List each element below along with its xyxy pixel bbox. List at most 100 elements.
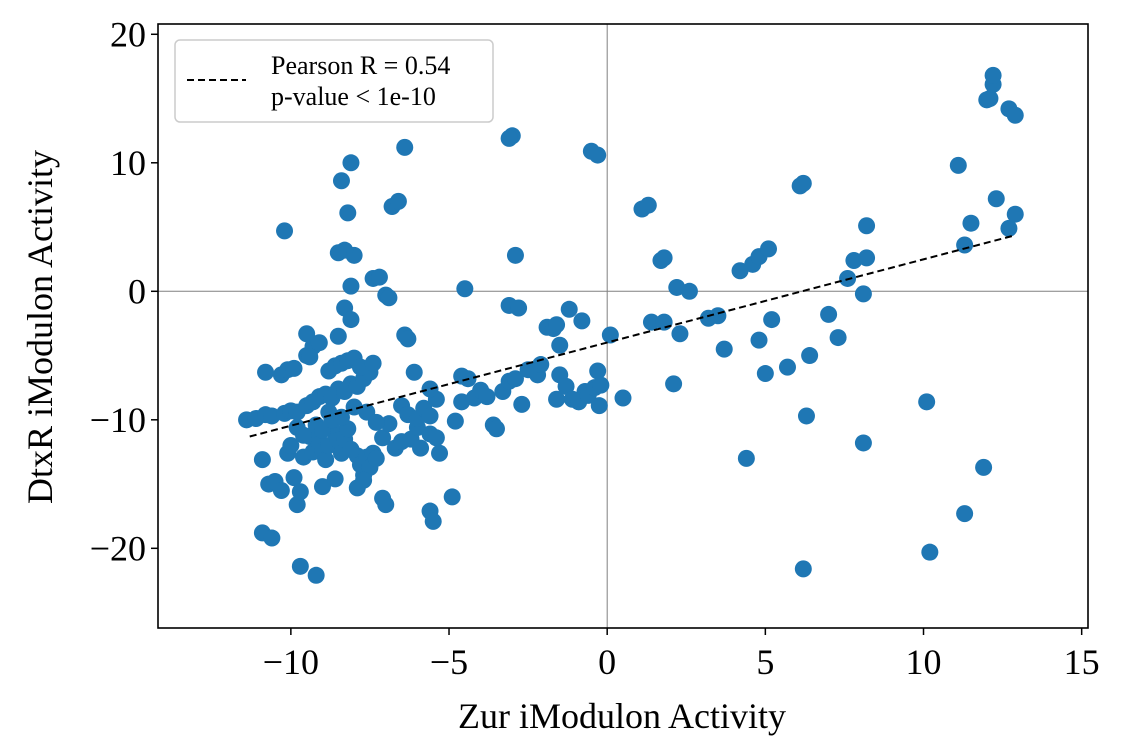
scatter-point xyxy=(731,262,749,280)
scatter-point xyxy=(760,240,778,258)
scatter-point xyxy=(737,449,755,467)
x-tick-label: −5 xyxy=(430,642,468,682)
scatter-point xyxy=(918,393,936,411)
plot-frame xyxy=(157,23,1089,629)
x-tick-label: 0 xyxy=(598,642,616,682)
scatter-point xyxy=(487,420,505,438)
scatter-point xyxy=(282,437,300,455)
scatter-point xyxy=(421,380,439,398)
scatter-point xyxy=(639,196,657,214)
scatter-point xyxy=(975,458,993,476)
scatter-point xyxy=(301,348,319,366)
scatter-point xyxy=(377,496,395,514)
scatter-point xyxy=(797,407,815,425)
scatter-point xyxy=(548,316,566,334)
scatter-point xyxy=(984,66,1002,84)
scatter-point xyxy=(424,512,442,530)
scatter-point xyxy=(858,249,876,267)
scatter-point xyxy=(949,156,967,174)
scatter-point xyxy=(794,174,812,192)
scatter-point xyxy=(412,439,430,457)
scatter-point xyxy=(326,470,344,488)
scatter-point xyxy=(590,397,608,415)
scatter-point xyxy=(858,217,876,235)
scatter-point xyxy=(778,358,796,376)
scatter-point xyxy=(478,388,496,406)
scatter-point xyxy=(298,325,316,343)
scatter-point xyxy=(1006,205,1024,223)
scatter-point xyxy=(655,249,673,267)
scatter-point xyxy=(962,214,980,232)
scatter-point xyxy=(285,469,303,487)
y-tick-label: 20 xyxy=(110,14,146,54)
y-tick-label: 0 xyxy=(128,271,146,311)
scatter-point xyxy=(981,90,999,108)
scatter-point xyxy=(956,236,974,254)
scatter-point xyxy=(329,327,347,345)
scatter-point xyxy=(313,478,331,496)
scatter-point xyxy=(601,326,619,344)
scatter-point xyxy=(551,336,569,354)
scatter-point xyxy=(317,451,335,469)
scatter-point xyxy=(592,376,610,394)
scatter-point xyxy=(680,282,698,300)
scatter-point xyxy=(339,204,357,222)
scatter-point xyxy=(307,566,325,584)
scatter-point xyxy=(801,347,819,365)
x-tick-label: 5 xyxy=(756,642,774,682)
scatter-point xyxy=(642,313,660,331)
scatter-point xyxy=(295,426,313,444)
legend-box xyxy=(174,39,494,123)
scatter-point xyxy=(380,289,398,307)
scatter-point xyxy=(257,363,275,381)
scatter-point xyxy=(750,331,768,349)
legend: Pearson R = 0.54 p-value < 1e-10 xyxy=(174,39,494,123)
scatter-point xyxy=(506,246,524,264)
scatter-point xyxy=(560,300,578,318)
scatter-point xyxy=(367,413,385,431)
scatter-point xyxy=(291,483,309,501)
scatter-point xyxy=(342,311,360,329)
scatter-point xyxy=(332,172,350,190)
x-tick-label: −10 xyxy=(263,642,319,682)
y-tick-label: 10 xyxy=(110,143,146,183)
scatter-point xyxy=(427,429,445,447)
x-axis-label: Zur iModulon Activity xyxy=(458,696,786,736)
scatter-point xyxy=(405,363,423,381)
scatter-point xyxy=(456,280,474,298)
scatter-point xyxy=(399,330,417,348)
legend-pvalue-label: p-value < 1e-10 xyxy=(271,82,436,111)
scatter-point xyxy=(845,251,863,269)
scatter-point xyxy=(987,190,1005,208)
scatter-point xyxy=(263,529,281,547)
y-axis-label: DtxR iModulon Activity xyxy=(20,150,60,504)
scatter-point xyxy=(794,560,812,578)
scatter-point xyxy=(370,268,388,286)
scatter-point xyxy=(421,407,439,425)
scatter-point xyxy=(820,305,838,323)
x-tick-label: 10 xyxy=(906,642,942,682)
scatter-point xyxy=(263,407,281,425)
scatter-point xyxy=(389,192,407,210)
scatter-point xyxy=(854,285,872,303)
scatter-point xyxy=(342,277,360,295)
scatter-point xyxy=(355,471,373,489)
scatter-point xyxy=(288,496,306,514)
scatter-point xyxy=(431,444,449,462)
scatter-point xyxy=(506,370,524,388)
scatter-point xyxy=(829,329,847,347)
scatter-point xyxy=(310,334,328,352)
scatter-point xyxy=(854,434,872,452)
scatter-point xyxy=(253,451,271,469)
scatter-point xyxy=(614,389,632,407)
scatter-point xyxy=(513,395,531,413)
scatter-point xyxy=(756,365,774,383)
scatter-point xyxy=(589,362,607,380)
scatter-point xyxy=(671,325,689,343)
x-axis-ticks: −10 −5 0 5 10 15 xyxy=(263,628,1100,682)
scatter-point xyxy=(396,138,414,156)
reference-lines xyxy=(158,24,1088,628)
scatter-point xyxy=(380,415,398,433)
scatter-point xyxy=(1006,106,1024,124)
